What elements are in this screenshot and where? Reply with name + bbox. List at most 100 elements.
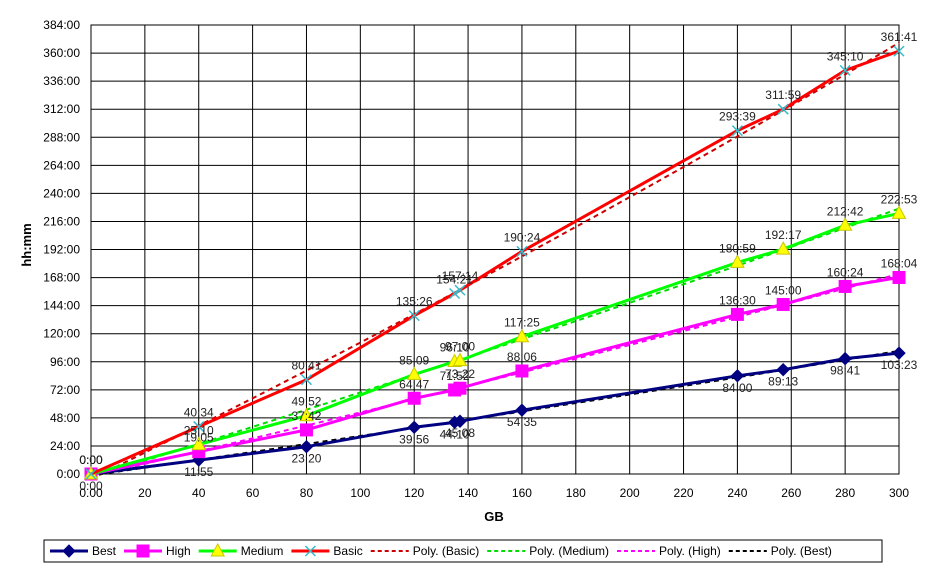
legend-label: Best	[92, 544, 117, 558]
legend-marker	[62, 544, 76, 558]
legend-marker	[136, 544, 150, 558]
data-label-medium: 180:59	[719, 241, 756, 255]
data-point-basic	[454, 284, 466, 296]
data-label-best: 0:00	[79, 479, 103, 493]
data-label-best: 89:13	[768, 375, 798, 389]
y-tick-label: 168:00	[43, 271, 80, 285]
data-label-basic: 293:39	[719, 110, 756, 124]
data-label-high: 168:04	[881, 256, 918, 270]
legend-item-high: High	[124, 544, 191, 558]
y-tick-label: 312:00	[43, 102, 80, 116]
data-point-best	[776, 362, 790, 377]
tick-labels: 0.00 20 40 60 80 100 120 140 160 180 200 220 240 260 2…	[43, 18, 909, 500]
data-label-high: 64:47	[399, 377, 429, 391]
data-label-best: 103:23	[881, 358, 918, 372]
data-point-high	[299, 423, 313, 437]
trendline-basic	[90, 41, 900, 481]
y-tick-label: 264:00	[43, 158, 80, 172]
x-tick-label: 40	[192, 486, 206, 500]
y-tick-label: 384:00	[43, 18, 80, 32]
data-label-basic: 190:24	[504, 230, 541, 244]
legend-item-medium: Medium	[198, 542, 284, 558]
data-label-high: 73:22	[445, 367, 475, 381]
data-point-medium	[837, 217, 853, 231]
data-point-basic	[516, 245, 528, 257]
data-label-basic: 154:21	[436, 273, 473, 287]
y-axis-title: hh:mm	[19, 223, 34, 266]
y-tick-label: 192:00	[43, 243, 80, 257]
data-label-basic: 311:59	[765, 88, 801, 102]
y-tick-label: 72:00	[50, 383, 80, 397]
data-label-medium: 97:00	[445, 340, 475, 354]
legend: Best High Medium Basic Poly. (Basic) Poly. (M…	[43, 539, 883, 563]
data-label-high: 0:00	[79, 453, 103, 467]
data-label-medium: 212:42	[827, 204, 864, 218]
data-point-medium	[775, 241, 791, 255]
data-point-high	[407, 391, 421, 405]
data-point-high	[453, 381, 467, 395]
data-point-basic	[839, 64, 851, 76]
y-tick-label: 144:00	[43, 299, 80, 313]
y-tick-label: 336:00	[43, 74, 80, 88]
data-label-basic: 0:00	[79, 453, 103, 467]
data-label-best: 39:56	[399, 432, 429, 446]
legend-marker	[304, 545, 316, 557]
data-label-best: 98:41	[830, 364, 860, 378]
y-tick-label: 120:00	[43, 327, 80, 341]
data-point-basic	[777, 103, 789, 115]
data-label-basic: 345:10	[827, 49, 864, 63]
data-point-basic	[193, 421, 205, 433]
legend-label: Medium	[241, 544, 284, 558]
legend-label: Poly. (Basic)	[413, 544, 479, 558]
x-tick-label: 240	[727, 486, 747, 500]
data-label-high: 19:05	[184, 431, 214, 445]
x-tick-label: 60	[246, 486, 260, 500]
data-point-best	[299, 440, 314, 454]
data-label-best: 54:35	[507, 415, 537, 429]
legend-label: Poly. (Medium)	[529, 544, 609, 558]
data-point-best	[730, 369, 745, 383]
data-label-medium: 0:00	[79, 453, 103, 467]
legend-item-best: Best	[50, 544, 117, 558]
data-point-medium	[452, 352, 468, 367]
y-tick-label: 0:00	[57, 467, 81, 481]
data-label-best: 84:00	[722, 381, 752, 395]
data-label-high: 37:42	[291, 409, 321, 423]
y-tick-label: 24:00	[50, 439, 80, 453]
data-point-basic	[731, 125, 743, 137]
legend-label: High	[166, 544, 191, 558]
data-label-medium: 25:10	[184, 424, 214, 438]
data-label-medium: 222:53	[881, 192, 918, 206]
legend-item-poly-high: Poly. (High)	[617, 544, 721, 558]
legend-item-basic: Basic	[291, 544, 363, 558]
x-tick-label: 260	[781, 486, 801, 500]
data-label-best: 11:55	[184, 465, 213, 479]
data-label-high: 160:24	[827, 265, 864, 279]
x-tick-label: 180	[566, 486, 586, 500]
data-label-medium: 49:52	[291, 395, 321, 409]
data-label-medium: 96:10	[440, 341, 470, 355]
data-point-basic	[408, 310, 420, 322]
data-point-basic	[893, 45, 905, 57]
data-label-best: 45:08	[445, 426, 475, 440]
data-point-medium	[406, 366, 422, 380]
x-tick-label: 200	[620, 486, 640, 500]
legend-item-poly-best: Poly. (Best)	[728, 544, 832, 558]
x-tick-label: 120	[404, 486, 424, 500]
data-point-best	[838, 351, 852, 366]
data-point-basic	[449, 287, 461, 300]
data-point-medium	[891, 205, 907, 219]
data-label-basic: 135:26	[396, 295, 433, 309]
data-point-medium	[730, 254, 745, 268]
x-axis-title: GB	[484, 509, 504, 524]
data-point-medium	[514, 328, 530, 343]
legend-label: Basic	[333, 544, 362, 558]
series	[83, 45, 907, 481]
data-label-medium: 117:25	[504, 316, 540, 330]
data-label-high: 71:52	[440, 369, 470, 383]
x-tick-label: 100	[350, 486, 370, 500]
y-tick-label: 360:00	[43, 46, 80, 60]
data-point-high	[776, 297, 790, 311]
